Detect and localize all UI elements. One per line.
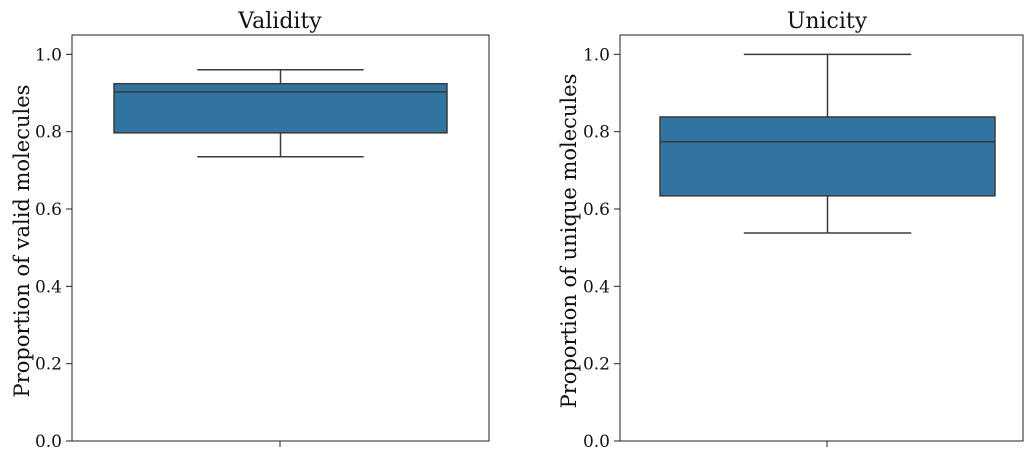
validity-y-axis-label: Proportion of valid molecules [10,85,34,398]
validity-y-tick-label: 0.6 [35,200,62,220]
unicity-y-tick-label: 0.8 [583,123,610,143]
unicity-y-axis-label: Proportion of unique molecules [557,74,581,409]
unicity-y-tick-label: 0.6 [583,200,610,220]
unicity-boxplot [659,53,996,234]
unicity-y-tick-label: 1.0 [583,45,610,65]
validity-y-tick-label: 0.4 [35,277,62,297]
unicity-box [659,116,996,197]
validity-y-tick-label: 0.2 [35,355,62,375]
validity-y-tick-label: 0.8 [35,123,62,143]
unicity-panel: Unicity Proportion of unique molecules 0… [557,9,1024,452]
unicity-y-tick-label: 0.2 [583,355,610,375]
validity-box [113,82,448,134]
validity-y-tick-label: 1.0 [35,45,62,65]
unicity-y-tick-label: 0.0 [583,432,610,452]
validity-y-ticks: 0.0 0.2 0.4 0.6 0.8 1.0 [35,45,72,452]
validity-boxplot [113,69,448,158]
unicity-y-tick-label: 0.4 [583,277,610,297]
unicity-axes-frame [619,34,1024,442]
validity-title: Validity [237,9,322,34]
unicity-title: Unicity [787,9,868,34]
validity-panel: Validity Proportion of valid molecules 0… [10,9,490,452]
unicity-y-ticks: 0.0 0.2 0.4 0.6 0.8 1.0 [583,45,620,452]
validity-y-tick-label: 0.0 [35,432,62,452]
